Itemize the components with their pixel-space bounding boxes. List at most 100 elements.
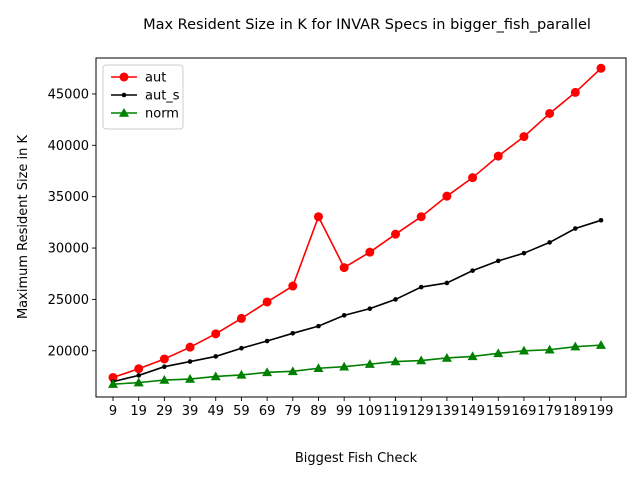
x-tick-label: 9 [109, 404, 117, 419]
data-point [159, 375, 170, 384]
data-point [108, 372, 118, 382]
data-point [596, 340, 606, 349]
data-point [213, 354, 219, 359]
x-tick-label: 179 [537, 404, 562, 419]
data-point [211, 329, 221, 339]
data-point [495, 258, 501, 264]
x-tick-label: 189 [563, 404, 588, 419]
x-axis: 9 19 29 39 49 59 69 79 89 99 109 119 129 139 149 159 169… [109, 397, 614, 419]
data-point [573, 226, 578, 231]
y-tick-label: 25000 [48, 293, 89, 308]
data-point [493, 348, 504, 358]
x-tick-label: 159 [486, 404, 511, 419]
y-tick-label: 40000 [48, 139, 89, 154]
data-point [341, 313, 347, 318]
x-tick-label: 109 [357, 404, 382, 419]
x-tick-label: 199 [589, 404, 614, 419]
data-point [493, 151, 503, 161]
series-line [112, 219, 602, 383]
data-point [418, 284, 424, 290]
x-tick-label: 129 [409, 404, 434, 419]
y-axis-title: Maximum Resident Size in K [16, 135, 31, 320]
data-point [365, 247, 375, 257]
data-point [545, 108, 555, 118]
x-tick-label: 39 [182, 404, 199, 419]
data-point [313, 212, 323, 222]
data-point [133, 377, 144, 387]
x-tick-label: 49 [207, 404, 224, 419]
legend-item: norm [111, 107, 179, 122]
data-point [339, 263, 349, 273]
data-point [262, 297, 272, 307]
legend-label: norm [145, 107, 179, 122]
data-point [596, 63, 606, 73]
series-aut-s [110, 218, 604, 384]
x-tick-label: 139 [434, 404, 459, 419]
data-point [262, 367, 273, 377]
data-point [134, 364, 144, 374]
series-norm [108, 340, 606, 388]
data-point [521, 250, 527, 256]
data-point [185, 374, 196, 383]
data-point [364, 359, 375, 368]
data-point [313, 363, 324, 372]
x-axis-title: Biggest Fish Check [295, 451, 418, 466]
legend-label: aut_s [145, 89, 180, 104]
data-point [468, 173, 478, 183]
legend-item: aut [111, 71, 166, 86]
data-point [416, 355, 427, 365]
data-point [570, 87, 580, 97]
data-point [236, 313, 246, 323]
data-point [108, 379, 118, 388]
data-point [159, 354, 169, 364]
data-point [547, 240, 552, 245]
legend-swatch-marker [119, 108, 129, 117]
data-point [290, 331, 296, 336]
y-tick-label: 35000 [48, 190, 89, 205]
series-aut [108, 63, 606, 382]
legend-swatch-marker [121, 92, 127, 98]
x-tick-label: 19 [130, 404, 147, 419]
x-tick-label: 69 [259, 404, 276, 419]
data-point [519, 132, 529, 142]
data-point [444, 280, 450, 286]
data-point [570, 341, 581, 351]
x-tick-label: 59 [233, 404, 250, 419]
series-line [112, 344, 602, 385]
data-point [288, 281, 298, 291]
data-point [287, 366, 298, 376]
x-tick-label: 79 [285, 404, 302, 419]
series-layer [108, 63, 606, 388]
data-point [391, 229, 401, 239]
legend-swatch-marker [119, 72, 129, 82]
data-point [136, 373, 141, 378]
chart-title: Max Resident Size in K for INVAR Specs i… [143, 17, 591, 33]
data-point [185, 342, 195, 352]
data-point [239, 345, 244, 351]
data-point [339, 361, 350, 371]
y-tick-label: 20000 [48, 344, 89, 359]
data-point [416, 212, 426, 222]
y-tick-label: 30000 [48, 242, 89, 257]
data-point [441, 352, 452, 362]
data-point [316, 323, 321, 329]
x-tick-label: 89 [310, 404, 327, 419]
data-point [390, 356, 401, 366]
data-point [467, 351, 478, 361]
data-point [393, 297, 398, 302]
y-tick-label: 45000 [48, 87, 89, 102]
x-tick-label: 119 [383, 404, 408, 419]
data-point [210, 371, 221, 381]
data-point [187, 359, 193, 364]
data-point [162, 364, 167, 369]
data-point [442, 191, 452, 201]
data-point [544, 344, 555, 354]
x-tick-label: 29 [156, 404, 173, 419]
legend-label: aut [145, 71, 166, 86]
plot-area [95, 57, 627, 398]
data-point [518, 345, 529, 355]
data-point [236, 369, 247, 379]
data-point [598, 218, 604, 223]
